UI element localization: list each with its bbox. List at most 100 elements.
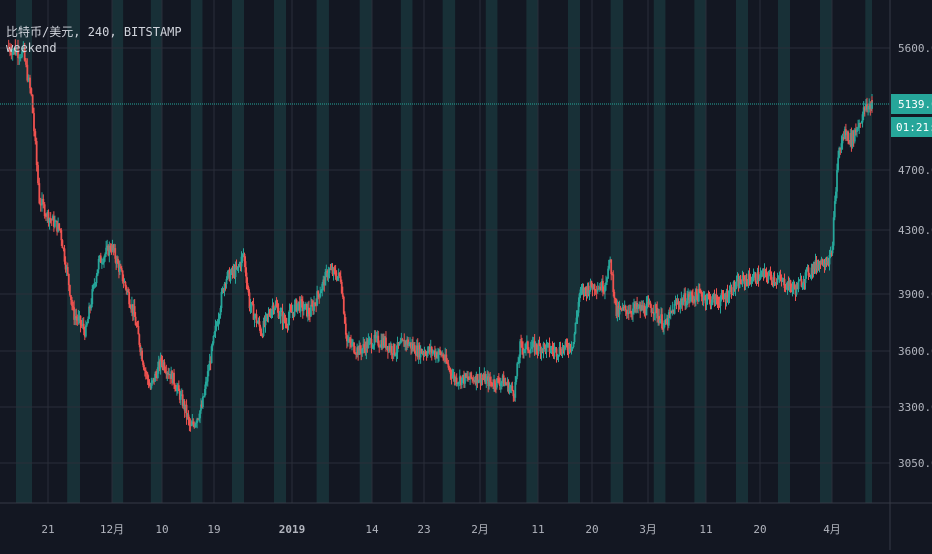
candle-body [106,245,109,248]
candle-body [701,296,704,301]
candle-body [632,308,634,315]
candle-body [354,352,356,354]
candle-body [801,285,804,287]
candle-body [818,261,821,269]
candle-body [588,290,591,294]
candle-body [17,50,19,58]
candle-body [736,278,739,281]
candle-body [540,348,543,354]
candle-body [165,371,168,375]
candle-body [696,294,699,302]
legend-indicator[interactable]: weekend [6,41,57,55]
candle-body [738,279,741,288]
candle-body [505,383,508,386]
candle-body [196,418,199,423]
candle-body [131,304,134,315]
candle-body [671,309,674,312]
candle-body [319,293,322,298]
candle-body [836,170,838,192]
candle-body [648,302,651,304]
candle-body [453,374,456,382]
candle-body [549,350,552,352]
candle-body [805,268,808,273]
candle-body [676,301,679,303]
candle-body [289,310,292,312]
candle-body [118,263,120,272]
candle-body [147,379,150,386]
candle-body [833,201,836,218]
candle-body [479,373,482,384]
candle-body [447,363,450,368]
legend-symbol[interactable]: 比特币/美元 [6,25,74,39]
candle-body [126,290,129,292]
candle-body [592,284,595,290]
candle-body [281,310,284,324]
candle-body [573,333,576,343]
candle-body [75,316,78,319]
candle-body [42,198,45,205]
candle-body [253,315,256,320]
candle-body [599,286,602,290]
candle-body [286,325,289,327]
candle-body [260,333,263,336]
candle-body [93,284,96,286]
candle-body [468,378,471,380]
candle-body [816,264,819,269]
candle-body [794,288,797,295]
candle-body [424,352,427,355]
candle-body [681,298,684,305]
candle-body [279,311,282,317]
candle-body [694,289,697,302]
candle-body [415,345,418,356]
candle-body [203,389,206,397]
candle-body [305,303,308,317]
candle-body [510,385,513,388]
weekend-band [16,0,32,503]
candle-body [791,287,794,291]
candle-body [647,301,650,304]
candle-body [109,245,112,251]
candle-body [567,350,570,352]
candle-body [576,312,579,318]
candle-body [534,343,537,353]
candle-body [779,276,782,279]
candle-body [386,346,389,352]
candle-body [483,374,486,379]
candle-body [445,354,448,362]
candle-body [429,347,432,352]
candle-body [209,360,212,364]
candle-body [13,48,15,52]
candle-body [862,107,865,115]
candle-body [348,338,350,342]
candle-body [440,352,443,356]
candle-body [310,304,312,317]
candle-body [207,370,210,372]
candle-body [732,282,735,295]
candle-body [326,270,329,278]
candle-body [819,261,822,265]
candle-body [155,373,157,375]
candle-body [328,269,331,273]
candle-body [512,390,515,397]
candle-body [444,354,447,361]
candle-body [506,381,509,386]
x-tick-label: 20 [753,523,766,536]
candle-body [518,357,521,364]
candle-body [767,275,770,280]
candle-body [741,275,744,284]
candle-body [546,343,549,345]
candle-body [612,274,615,292]
candle-body [781,279,784,282]
candle-body [311,304,313,306]
candle-body [412,345,415,349]
candle-body [145,373,148,375]
candle-body [465,373,467,378]
candle-body [697,288,700,302]
candle-body [473,380,476,382]
candle-body [569,344,572,350]
candle-body [419,348,422,358]
candle-body [664,320,667,324]
candle-body [373,335,376,346]
